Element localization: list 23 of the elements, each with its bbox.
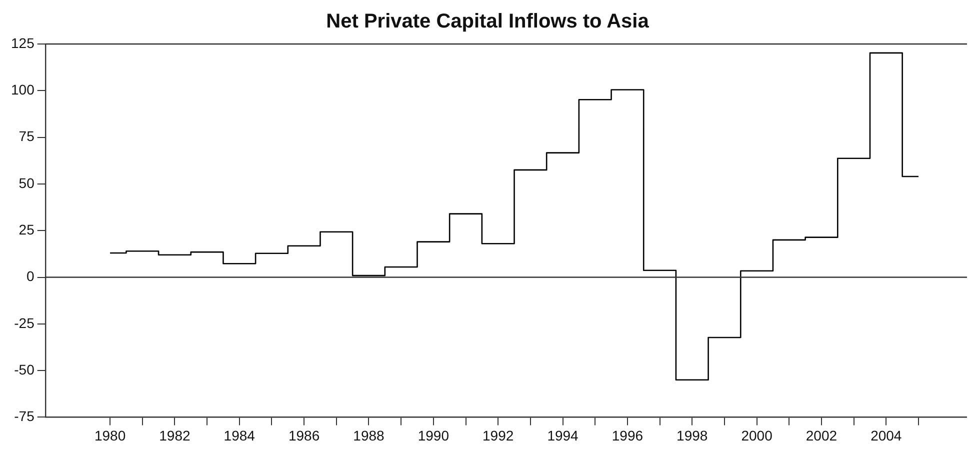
x-tick-label: 2002	[806, 427, 838, 444]
x-tick-label: 2004	[870, 427, 902, 444]
x-tick-label: 1980	[94, 427, 126, 444]
x-tick-label: 1996	[612, 427, 644, 444]
y-tick-label: 75	[18, 128, 35, 144]
y-tick-label: 25	[18, 221, 35, 238]
y-tick-label: 0	[26, 268, 35, 284]
y-tick-label: -75	[14, 408, 35, 424]
x-tick-label: 1992	[482, 427, 514, 444]
x-tick-label: 2000	[741, 427, 773, 444]
y-tick-label: 50	[18, 174, 35, 191]
x-tick-label: 1982	[159, 427, 190, 444]
x-tick-label: 1990	[418, 427, 450, 444]
y-tick-label: 100	[11, 82, 35, 98]
y-tick-label: -50	[14, 361, 35, 378]
y-tick-label: 125	[11, 34, 35, 51]
x-tick-label: 1984	[224, 427, 256, 444]
x-tick-label: 1998	[676, 427, 708, 444]
x-tick-label: 1988	[353, 427, 385, 444]
x-tick-label: 1986	[288, 427, 320, 444]
y-tick-label: -25	[14, 314, 35, 331]
x-tick-label: 1994	[547, 427, 579, 444]
chart-title: Net Private Capital Inflows to Asia	[326, 10, 650, 33]
